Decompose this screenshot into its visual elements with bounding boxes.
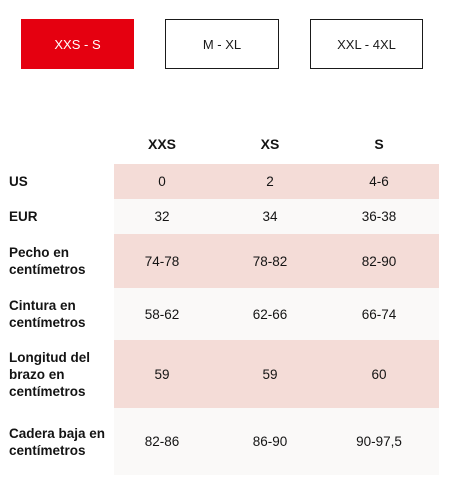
row-label-cintura: Cintura en centímetros <box>9 298 86 330</box>
size-tab-xxs-s[interactable]: XXS - S <box>21 19 134 69</box>
table-cell: 0 <box>158 174 166 189</box>
row-background-longitud-brazo <box>114 340 439 408</box>
table-cell: 58-62 <box>144 306 180 322</box>
row-background-eur <box>114 199 439 234</box>
table-cell: 32 <box>154 209 170 224</box>
table-cell: 59 <box>154 366 170 382</box>
table-cell: 86-90 <box>252 434 288 449</box>
row-background-cintura <box>114 288 439 340</box>
table-cell: 2 <box>266 174 274 189</box>
table-cell: 82-86 <box>144 434 180 449</box>
row-label-us: US <box>9 174 28 189</box>
table-cell: 59 <box>262 366 278 382</box>
row-background-cadera <box>114 408 439 475</box>
row-label-pecho: Pecho en centímetros <box>9 245 86 277</box>
table-cell: 74-78 <box>144 253 180 269</box>
table-cell: 60 <box>371 366 387 382</box>
table-cell: 82-90 <box>361 253 397 269</box>
table-cell: 4-6 <box>369 174 389 189</box>
row-label-eur: EUR <box>9 209 38 224</box>
table-cell: 66-74 <box>361 306 397 322</box>
row-background-pecho <box>114 234 439 288</box>
table-cell: 90-97,5 <box>356 434 402 449</box>
column-header-s: S <box>374 136 384 152</box>
column-header-xxs: XXS <box>147 136 176 152</box>
row-label-longitud-brazo: Longitud del brazo en centímetros <box>9 349 90 399</box>
table-cell: 36-38 <box>361 209 397 224</box>
table-cell: 62-66 <box>252 306 288 322</box>
table-cell: 78-82 <box>252 253 288 269</box>
row-label-cadera: Cadera baja en centímetros <box>9 425 106 458</box>
column-header-xs: XS <box>260 136 280 152</box>
row-background-us <box>114 164 439 199</box>
size-tab-m-xl[interactable]: M - XL <box>165 19 279 69</box>
size-tab-xxl-4xl[interactable]: XXL - 4XL <box>310 19 423 69</box>
table-cell: 34 <box>262 209 278 224</box>
size-range-tabs: XXS - S M - XL XXL - 4XL <box>0 0 473 90</box>
